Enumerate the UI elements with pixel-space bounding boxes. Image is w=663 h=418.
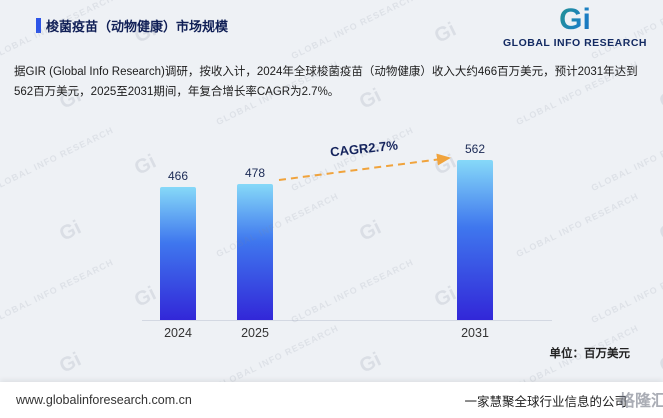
gelonghui-watermark: 格隆汇 [618, 393, 663, 410]
gir-logo-icon: Gi [503, 5, 647, 35]
gir-logo-brand: GLOBAL INFO RESEARCH [503, 37, 647, 49]
intro-paragraph: 据GIR (Global Info Research)调研，按收入计，2024年… [14, 66, 638, 99]
footer-bar: www.globalinforesearch.com.cn 一家慧聚全球行业信息… [0, 382, 663, 418]
bar-2025 [237, 184, 273, 320]
footer-slogan: 一家慧聚全球行业信息的公司 [464, 394, 627, 409]
unit-label: 单位：百万美元 [549, 348, 631, 360]
bar-2024 [160, 187, 196, 320]
title-accent-bar [36, 18, 41, 33]
footer-url[interactable]: www.globalinforesearch.com.cn [16, 393, 192, 407]
page-title: 梭菌疫苗（动物健康）市场规模 [46, 19, 229, 34]
gir-logo: Gi GLOBAL INFO RESEARCH [503, 5, 647, 50]
x-axis-line [142, 320, 552, 321]
bar-2031 [457, 160, 493, 320]
